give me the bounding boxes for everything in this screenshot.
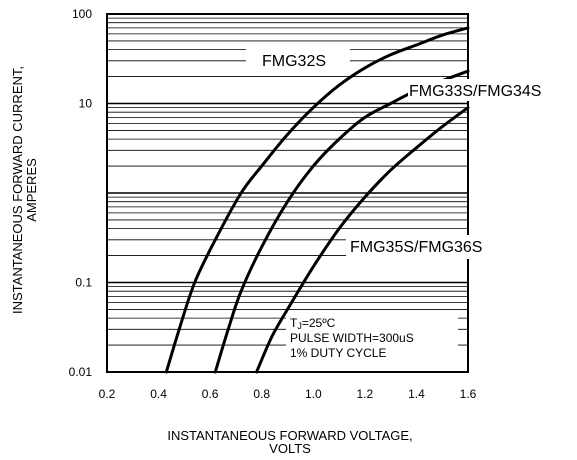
curve-fmg32s <box>164 26 470 374</box>
x-tick-label: 1.4 <box>408 387 425 401</box>
plot-frame <box>106 13 469 373</box>
label-fmg33s-text: FMG33S/FMG34S <box>409 83 541 100</box>
x-tick-label: 0.4 <box>150 387 167 401</box>
x-tick-label: 0.2 <box>99 387 116 401</box>
note-temperature: TJ=25ºC <box>290 316 336 331</box>
x-axis-title-line1: INSTANTANEOUS FORWARD VOLTAGE, <box>167 428 412 443</box>
label-fmg33s-box <box>408 79 546 101</box>
label-fmg32s: FMG32S <box>246 45 350 75</box>
y-axis-title-line2: AMPERES <box>24 158 39 222</box>
x-tick-labels: 0.2 0.4 0.6 0.8 1.0 1.2 1.4 1.6 <box>99 387 477 401</box>
note-pulse-width: PULSE WIDTH=300uS <box>290 331 414 345</box>
y-axis-title-line1: INSTANTANEOUS FORWARD CURRENT, <box>10 66 25 314</box>
note-t: T <box>290 316 298 330</box>
label-fmg35s-text: FMG35S/FMG36S <box>350 239 482 256</box>
x-tick-label: 0.8 <box>253 387 270 401</box>
y-tick-label: 100 <box>72 7 92 21</box>
x-axis-title-line2: VOLTS <box>269 441 311 456</box>
curve-fmg35s-fmg36s <box>255 106 470 374</box>
x-tick-label: 1.2 <box>357 387 374 401</box>
x-tick-label: 1.0 <box>305 387 322 401</box>
note-box <box>286 314 458 362</box>
y-tick-label: 0.01 <box>69 365 93 379</box>
label-fmg32s-box <box>246 45 350 75</box>
x-tick-label: 1.6 <box>460 387 477 401</box>
label-fmg33s-fmg34s: FMG33S/FMG34S <box>408 79 546 101</box>
y-tick-label: 0.1 <box>75 276 92 290</box>
label-fmg35s-fmg36s: FMG35S/FMG36S <box>346 235 482 259</box>
label-fmg35s-box <box>346 235 476 259</box>
y-tick-labels: 0.01 0.1 10 100 <box>69 7 93 379</box>
note-duty-cycle: 1% DUTY CYCLE <box>290 346 386 360</box>
x-tick-label: 0.6 <box>202 387 219 401</box>
note-j-subscript: J <box>297 321 302 331</box>
label-fmg32s-text: FMG32S <box>262 53 326 70</box>
note-temp-value: =25ºC <box>302 316 336 330</box>
test-conditions-note: TJ=25ºC PULSE WIDTH=300uS 1% DUTY CYCLE <box>286 314 458 362</box>
y-tick-label: 10 <box>79 97 93 111</box>
